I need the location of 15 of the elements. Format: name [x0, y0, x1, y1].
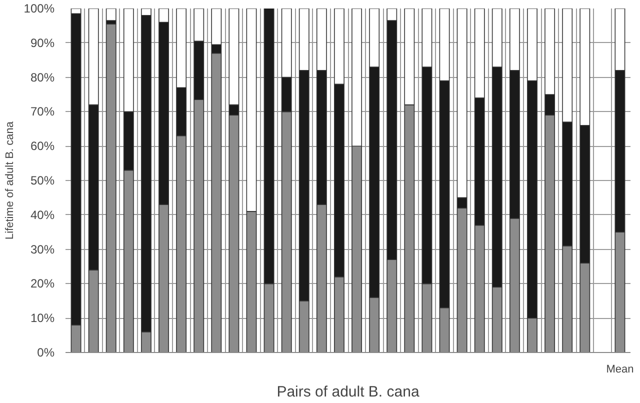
y-tick-label: 50%	[30, 174, 55, 188]
y-tick-label: 90%	[30, 36, 55, 50]
y-tick-label: 10%	[30, 311, 55, 326]
y-tick-label: 60%	[30, 139, 55, 154]
y-tick-label: 40%	[30, 208, 55, 222]
y-tick-label: 30%	[30, 242, 55, 256]
bar	[106, 8, 116, 21]
y-tick-label: 70%	[30, 104, 55, 119]
y-tick-label: 0%	[37, 346, 55, 360]
y-tick-label: 100%	[24, 2, 55, 16]
x-axis-title: Pairs of adult B. cana	[276, 384, 420, 400]
y-tick-label: 80%	[30, 70, 55, 84]
x-tick-label: Mean	[606, 364, 634, 376]
y-tick-label: 20%	[30, 276, 55, 291]
y-axis-title: Lifetime of adult B. cana	[4, 120, 16, 240]
